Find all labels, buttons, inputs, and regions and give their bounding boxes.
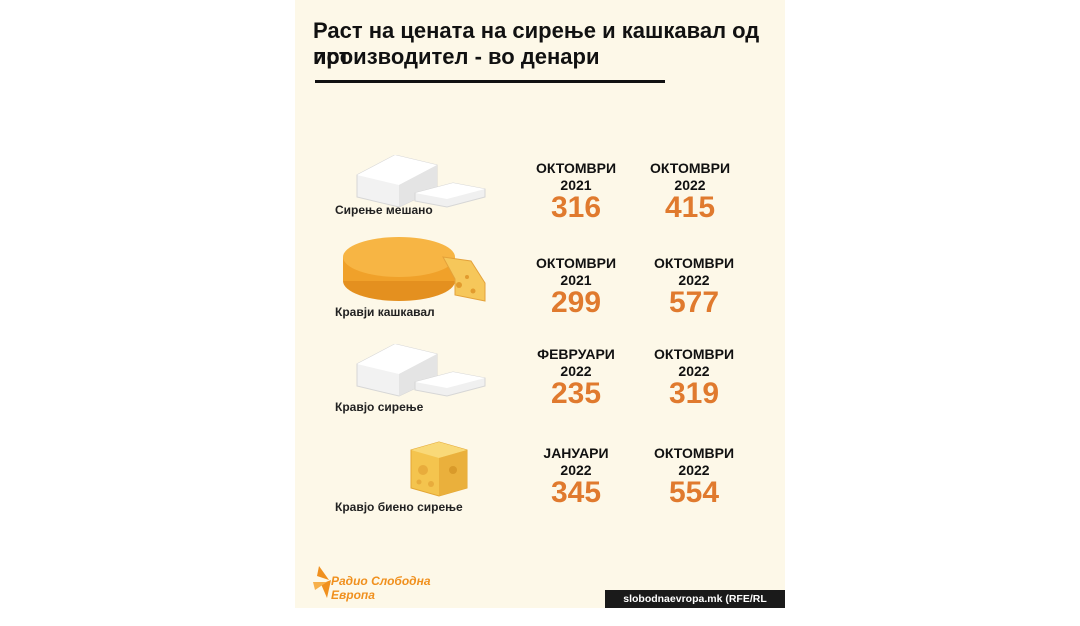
to-month: ОКТОМВРИ: [653, 445, 735, 461]
product-name: Кравјо сирење: [335, 400, 424, 414]
to-price: 415: [664, 191, 716, 224]
to-year: 2022: [678, 272, 710, 288]
to-cell: ОКТОМВРИ 2022 577: [639, 255, 749, 318]
from-month: ОКТОМВРИ: [535, 160, 617, 176]
to-month: ОКТОМВРИ: [653, 255, 735, 271]
feta-block-icon: [356, 344, 486, 397]
to-cell: ОКТОМВРИ 2022 554: [639, 445, 749, 508]
from-year: 2022: [560, 462, 592, 478]
to-price: 319: [668, 377, 720, 410]
to-month: ОКТОМВРИ: [649, 160, 731, 176]
rfe-logo-icon: [313, 566, 331, 598]
logo-line-1: Радио Слободна: [331, 574, 431, 588]
to-year: 2022: [678, 363, 710, 379]
from-year: 2021: [560, 272, 592, 288]
title-line-2: производител - во денари: [313, 44, 600, 69]
to-year: 2022: [674, 177, 706, 193]
cheese-slice-icon: [410, 441, 468, 497]
from-year: 2021: [560, 177, 592, 193]
to-price: 554: [668, 476, 720, 509]
infographic-panel: Раст на цената на сирење и кашкавал од и…: [295, 0, 785, 608]
from-cell: ОКТОМВРИ 2021 316: [521, 160, 631, 223]
to-cell: ОКТОМВРИ 2022 415: [635, 160, 745, 223]
from-month: ОКТОМВРИ: [535, 255, 617, 271]
from-price: 316: [550, 191, 602, 224]
price-row-4: Кравјо биено сирење ЈАНУАРИ 2022 345 ОКТ…: [295, 440, 785, 540]
from-price: 299: [550, 286, 602, 319]
cheese-wheel-icon: [343, 237, 486, 302]
feta-block-icon: [356, 155, 486, 208]
price-row-3: Кравјо сирење ФЕВРУАРИ 2022 235 ОКТОМВРИ…: [295, 344, 785, 444]
from-price: 345: [550, 476, 602, 509]
product-name: Кравји кашкавал: [335, 305, 435, 319]
logo-text: Радио Слободна Европа: [331, 574, 431, 602]
title-line-1: Раст на цената на сирење и кашкавал од и…: [313, 18, 760, 69]
from-cell: ЈАНУАРИ 2022 345: [521, 445, 631, 508]
from-price: 235: [550, 377, 602, 410]
to-cell: ОКТОМВРИ 2022 319: [639, 346, 749, 409]
product-name: Сирење мешано: [335, 203, 433, 217]
to-year: 2022: [678, 462, 710, 478]
credit-label: slobodnaevropa.mk (RFE/RL Graphics): [605, 590, 785, 623]
from-year: 2022: [560, 363, 592, 379]
logo-line-2: Европа: [331, 588, 375, 602]
from-cell: ФЕВРУАРИ 2022 235: [521, 346, 631, 409]
price-row-1: Сирење мешано ОКТОМВРИ 2021 316 ОКТОМВРИ…: [295, 155, 785, 255]
from-month: ЈАНУАРИ: [543, 445, 609, 461]
title-underline: [315, 80, 665, 83]
to-price: 577: [668, 286, 720, 319]
from-cell: ОКТОМВРИ 2021 299: [521, 255, 631, 318]
to-month: ОКТОМВРИ: [653, 346, 735, 362]
price-row-2: Кравји кашкавал ОКТОМВРИ 2021 299 ОКТОМВ…: [295, 237, 785, 353]
product-name: Кравјо биено сирење: [335, 500, 463, 514]
from-month: ФЕВРУАРИ: [537, 346, 615, 362]
